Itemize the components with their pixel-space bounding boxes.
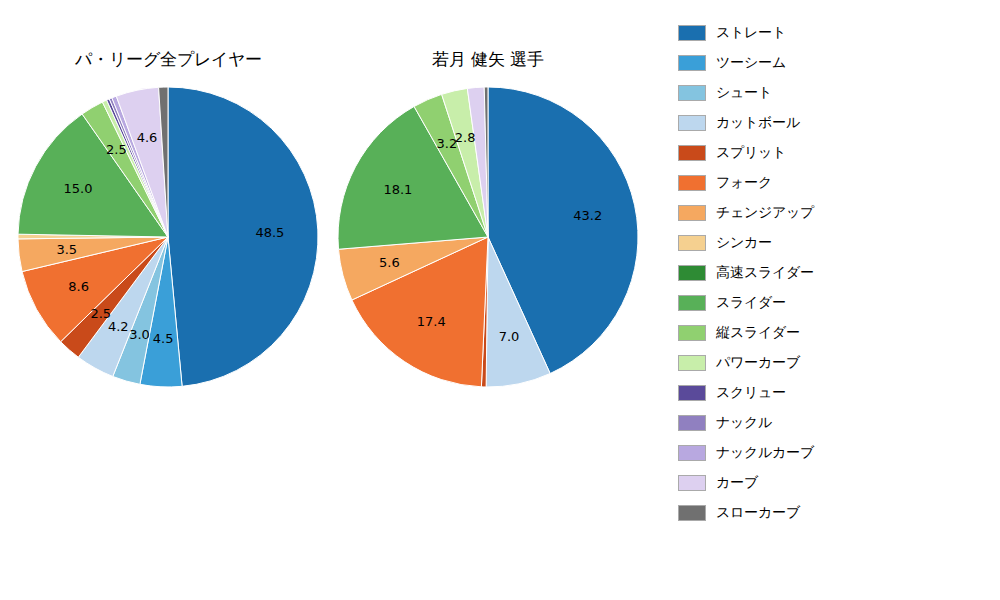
html-text:スライダー: スライダー: [716, 294, 786, 310]
html-text:チェンジアップ: チェンジアップ: [716, 204, 814, 220]
svg-text:17.4: 17.4: [417, 314, 446, 329]
svg-text:43.2: 43.2: [573, 208, 602, 223]
svg-text:4.6: 4.6: [137, 130, 158, 145]
svg-text:3.0: 3.0: [129, 327, 150, 342]
html-text:シンカー: シンカー: [716, 234, 772, 250]
svg-text:4.5: 4.5: [153, 331, 174, 346]
svg-text:2.8: 2.8: [455, 130, 476, 145]
html-text:若月 健矢 選手: 若月 健矢 選手: [431, 49, 545, 69]
svg-text:3.5: 3.5: [56, 242, 77, 257]
svg-text:2.5: 2.5: [90, 306, 111, 321]
html-text:ナックルカーブ: ナックルカーブ: [716, 444, 814, 460]
svg-text:48.5: 48.5: [255, 225, 284, 240]
svg-text:18.1: 18.1: [383, 182, 412, 197]
html-text:スプリット: スプリット: [716, 144, 786, 160]
html-text:ナックル: ナックル: [716, 414, 772, 430]
html-text:シュート: シュート: [716, 84, 772, 100]
html-text:高速スライダー: 高速スライダー: [716, 264, 814, 280]
svg-text:15.0: 15.0: [64, 181, 93, 196]
html-text:縦スライダー: 縦スライダー: [716, 324, 800, 340]
html-text:パ・リーグ全プレイヤー: パ・リーグ全プレイヤー: [74, 49, 262, 69]
html-text:スローカーブ: スローカーブ: [716, 504, 800, 520]
html-text:ストレート: ストレート: [716, 24, 786, 40]
html-text:スクリュー: スクリュー: [716, 384, 786, 400]
svg-text:4.2: 4.2: [108, 318, 129, 334]
svg-text:5.6: 5.6: [379, 255, 400, 270]
svg-text:7.0: 7.0: [499, 329, 520, 344]
svg-text:8.6: 8.6: [68, 279, 89, 294]
svg-text:3.2: 3.2: [436, 136, 458, 152]
html-text:ツーシーム: ツーシーム: [716, 54, 786, 70]
svg-text:2.5: 2.5: [106, 142, 127, 157]
html-text:カットボール: カットボール: [716, 114, 800, 130]
html-text:パワーカーブ: パワーカーブ: [716, 354, 800, 370]
html-text:フォーク: フォーク: [716, 174, 772, 190]
html-text:カーブ: カーブ: [716, 474, 758, 490]
